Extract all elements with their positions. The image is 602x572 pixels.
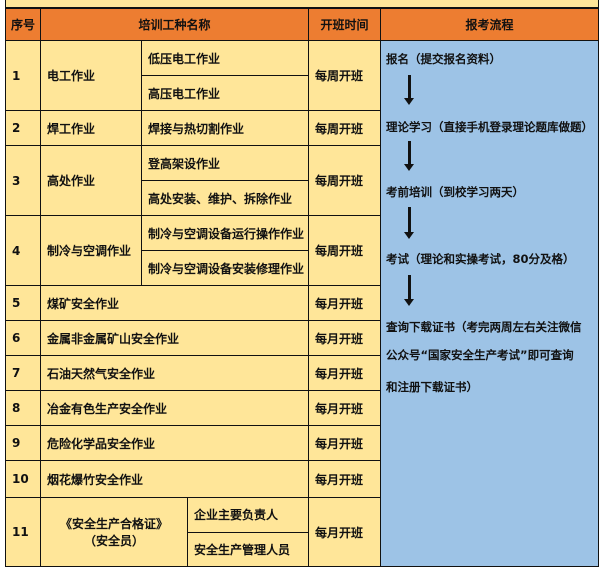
down-arrow-icon [404,75,414,105]
job-category: 烟花爆竹安全作业 [40,460,309,498]
sub-job: 制冷与空调设备安装修理作业 [141,250,309,286]
header-flow: 报考流程 [380,8,599,41]
flow-step: 报名（提交报名资料） [386,52,501,66]
row-number: 7 [5,355,41,391]
job-category: 煤矿安全作业 [40,285,309,321]
row-number: 1 [5,40,41,111]
class-schedule: 每月开班 [308,390,381,426]
class-schedule: 每周开班 [308,145,381,216]
flow-step: 和注册下载证书） [386,380,478,394]
job-category: 冶金有色生产安全作业 [40,390,309,426]
flow-step: 理论学习（直接手机登录理论题库做题） [386,120,593,134]
sub-job: 低压电工作业 [141,40,309,76]
flow-step: 考试（理论和实操考试，80分及格） [386,252,575,266]
down-arrow-icon [404,275,414,306]
sub-job: 制冷与空调设备运行操作作业 [141,215,309,251]
class-schedule: 每月开班 [308,320,381,356]
class-schedule: 每月开班 [308,355,381,391]
row-number: 9 [5,425,41,461]
down-arrow-icon [404,141,414,171]
job-category: 制冷与空调作业 [40,215,142,286]
sub-job: 高压电工作业 [141,75,309,111]
job-category: 电工作业 [40,40,142,111]
flow-panel: 报名（提交报名资料） 理论学习（直接手机登录理论题库做题） 考前培训（到校学习两… [380,40,599,567]
class-schedule: 每周开班 [308,40,381,111]
job-category: 石油天然气安全作业 [40,355,309,391]
header-time: 开班时间 [308,8,381,41]
class-schedule: 每月开班 [308,497,381,567]
header-name: 培训工种名称 [40,8,309,41]
sub-job: 高处安装、维护、拆除作业 [141,180,309,216]
job-category: 焊工作业 [40,110,142,146]
job-category: 危险化学品安全作业 [40,425,309,461]
row-number: 4 [5,215,41,286]
flow-step: 公众号“国家安全生产考试”即可查询 [386,348,574,362]
row-number: 6 [5,320,41,356]
job-category: 高处作业 [40,145,142,216]
top-row-fragment [5,0,599,8]
class-schedule: 每月开班 [308,425,381,461]
class-schedule: 每月开班 [308,285,381,321]
sub-job: 企业主要负责人 [187,497,309,533]
class-schedule: 每月开班 [308,460,381,498]
row-number: 8 [5,390,41,426]
job-category: 金属非金属矿山安全作业 [40,320,309,356]
job-category: 《安全生产合格证》 （安全员） [40,497,188,567]
sub-job: 安全生产管理人员 [187,531,309,567]
row-number: 11 [5,497,41,567]
sub-job: 焊接与热切割作业 [141,110,309,146]
flow-step: 考前培训（到校学习两天） [386,185,524,199]
row-number: 5 [5,285,41,321]
class-schedule: 每周开班 [308,215,381,286]
sub-job: 登高架设作业 [141,145,309,181]
row-number: 10 [5,460,41,498]
flow-step: 查询下载证书（考完两周左右关注微信 [386,320,582,334]
down-arrow-icon [404,207,414,239]
class-schedule: 每周开班 [308,110,381,146]
header-no: 序号 [5,8,41,41]
row-number: 3 [5,145,41,216]
row-number: 2 [5,110,41,146]
